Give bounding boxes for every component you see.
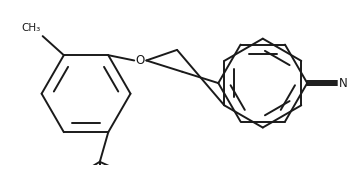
Text: CH₃: CH₃ xyxy=(21,23,40,33)
Text: O: O xyxy=(136,54,145,67)
Text: N: N xyxy=(339,77,348,90)
